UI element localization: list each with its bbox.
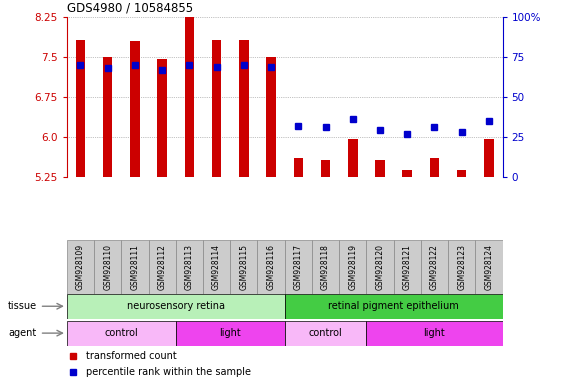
Bar [421, 240, 448, 294]
Text: GSM928118: GSM928118 [321, 244, 330, 290]
Bar [157, 59, 167, 177]
Bar [203, 240, 230, 294]
Text: neurosensory retina: neurosensory retina [127, 301, 225, 311]
Bar [430, 158, 439, 177]
Bar [484, 139, 494, 177]
Text: control: control [309, 328, 342, 338]
Bar [312, 240, 339, 294]
Bar [67, 321, 175, 346]
Bar [257, 240, 285, 294]
Text: percentile rank within the sample: percentile rank within the sample [87, 367, 252, 377]
Bar [185, 12, 194, 177]
Bar [448, 240, 475, 294]
Text: GSM928115: GSM928115 [239, 244, 248, 290]
Text: GSM928121: GSM928121 [403, 244, 412, 290]
Bar [94, 240, 121, 294]
Bar [339, 240, 367, 294]
Bar [293, 158, 303, 177]
Text: agent: agent [9, 328, 37, 338]
Bar [475, 240, 503, 294]
Bar [375, 160, 385, 177]
Bar [394, 240, 421, 294]
Text: tissue: tissue [8, 301, 37, 311]
Text: GSM928117: GSM928117 [294, 244, 303, 290]
Bar [230, 240, 257, 294]
Text: GSM928112: GSM928112 [157, 244, 167, 290]
Text: light: light [220, 328, 241, 338]
Text: GSM928119: GSM928119 [348, 244, 357, 290]
Bar [67, 294, 285, 319]
Bar [367, 321, 503, 346]
Text: GSM928110: GSM928110 [103, 244, 112, 290]
Bar [67, 240, 94, 294]
Bar [367, 240, 394, 294]
Text: GSM928120: GSM928120 [375, 244, 385, 290]
Bar [457, 170, 467, 177]
Bar [175, 240, 203, 294]
Bar [76, 40, 85, 177]
Bar [285, 321, 367, 346]
Bar [285, 240, 312, 294]
Text: transformed count: transformed count [87, 351, 177, 361]
Text: control: control [105, 328, 138, 338]
Text: GSM928116: GSM928116 [267, 244, 275, 290]
Text: GDS4980 / 10584855: GDS4980 / 10584855 [67, 2, 193, 15]
Bar [403, 170, 412, 177]
Text: light: light [424, 328, 446, 338]
Text: GSM928111: GSM928111 [130, 244, 139, 290]
Bar [266, 57, 276, 177]
Text: GSM928122: GSM928122 [430, 244, 439, 290]
Bar [285, 294, 503, 319]
Text: GSM928114: GSM928114 [212, 244, 221, 290]
Bar [239, 40, 249, 177]
Bar [103, 57, 113, 177]
Text: GSM928123: GSM928123 [457, 244, 466, 290]
Bar [321, 160, 331, 177]
Bar [149, 240, 175, 294]
Text: GSM928109: GSM928109 [76, 244, 85, 290]
Bar [121, 240, 149, 294]
Bar [348, 139, 357, 177]
Text: GSM928124: GSM928124 [485, 244, 493, 290]
Text: retinal pigment epithelium: retinal pigment epithelium [328, 301, 459, 311]
Bar [175, 321, 285, 346]
Bar [212, 40, 221, 177]
Bar [130, 41, 139, 177]
Text: GSM928113: GSM928113 [185, 244, 194, 290]
